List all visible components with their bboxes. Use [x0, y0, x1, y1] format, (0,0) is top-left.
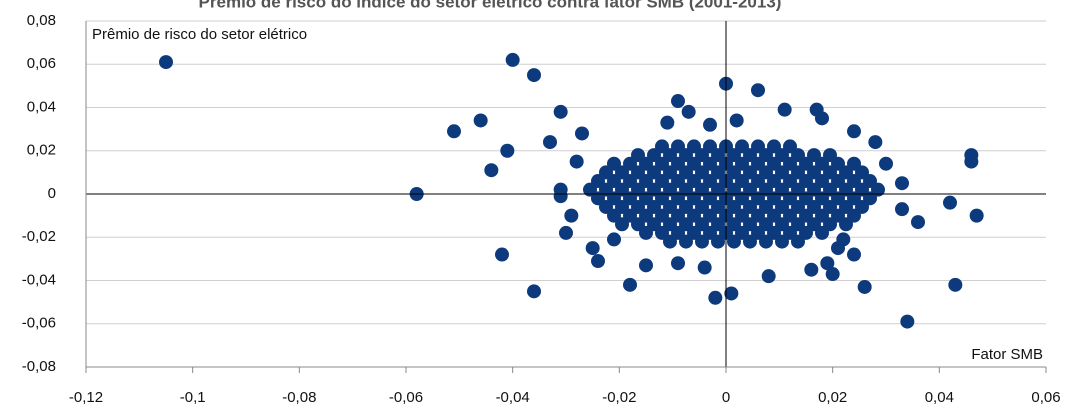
x-tick-label: -0,06	[389, 389, 423, 406]
point	[777, 102, 792, 117]
point	[639, 258, 653, 273]
point	[711, 234, 725, 249]
point	[615, 217, 629, 232]
point	[895, 202, 909, 217]
point	[727, 234, 741, 249]
y-tick-label: -0,08	[22, 358, 56, 375]
y-tick-label: 0	[48, 185, 56, 202]
point	[500, 143, 515, 158]
point	[820, 256, 835, 271]
point	[900, 314, 915, 329]
point	[575, 126, 589, 141]
x-axis-label: Fator SMB	[971, 346, 1043, 363]
point	[553, 189, 568, 204]
point	[639, 225, 653, 240]
point	[825, 267, 840, 282]
point	[879, 156, 893, 171]
point	[591, 254, 605, 269]
point	[623, 277, 637, 292]
point	[495, 247, 509, 262]
point	[564, 208, 579, 223]
point	[527, 284, 541, 299]
point	[484, 163, 499, 178]
point	[911, 215, 925, 230]
y-axis-label: Prêmio de risco do setor elétrico	[92, 26, 307, 43]
point	[695, 234, 709, 249]
points	[159, 52, 984, 329]
point	[697, 260, 712, 275]
chart-title: Prêmio de risco do índice do setor elétr…	[199, 0, 782, 11]
y-tick-label: -0,02	[22, 228, 56, 245]
point	[761, 269, 776, 284]
point	[775, 234, 789, 249]
point	[703, 117, 717, 132]
x-tick-label: 0,02	[818, 389, 847, 406]
point	[868, 135, 883, 150]
point	[671, 256, 685, 271]
point	[847, 247, 861, 262]
x-tick-label: -0,02	[602, 389, 636, 406]
point	[585, 241, 600, 256]
point	[969, 208, 984, 223]
point	[724, 286, 739, 301]
x-tick-label: 0,04	[925, 389, 954, 406]
point	[743, 234, 757, 249]
y-tick-label: 0,04	[27, 98, 56, 115]
point	[839, 217, 853, 232]
point	[681, 104, 696, 119]
point	[671, 94, 685, 109]
point	[660, 115, 675, 130]
point	[943, 195, 957, 210]
point	[708, 290, 723, 305]
axes: 0,08 0,06 0,04 0,02 0 -0,02 -0,04 -0,06 -0,08 -0,…	[22, 12, 1061, 406]
point	[964, 154, 979, 169]
point	[559, 225, 573, 240]
point	[527, 68, 541, 83]
point	[679, 234, 693, 249]
point	[553, 104, 568, 119]
point	[447, 124, 461, 139]
x-tick-label: 0,06	[1031, 389, 1060, 406]
point	[895, 176, 909, 191]
y-tick-label: 0,08	[27, 12, 56, 29]
y-tick-label: 0,06	[27, 55, 56, 72]
point	[948, 277, 963, 292]
x-tick-label: -0,1	[180, 389, 206, 406]
point	[815, 111, 829, 126]
x-tick-label: 0	[722, 389, 730, 406]
point	[815, 225, 829, 240]
y-tick-label: -0,04	[22, 271, 56, 288]
x-tick-label: -0,04	[496, 389, 530, 406]
point	[473, 113, 488, 128]
point	[751, 83, 765, 98]
y-tick-label: 0,02	[27, 142, 56, 159]
point	[804, 262, 819, 277]
point	[857, 279, 872, 294]
point	[663, 234, 677, 249]
point	[569, 154, 584, 169]
point	[543, 135, 557, 150]
point	[847, 124, 861, 139]
point	[505, 52, 520, 67]
point	[159, 55, 173, 70]
point	[831, 241, 845, 256]
x-tick-label: -0,08	[282, 389, 316, 406]
point	[791, 234, 805, 249]
point	[607, 232, 621, 247]
y-tick-label: -0,06	[22, 315, 56, 332]
point	[729, 113, 744, 128]
x-tick-label: -0,12	[69, 389, 103, 406]
point	[759, 234, 773, 249]
